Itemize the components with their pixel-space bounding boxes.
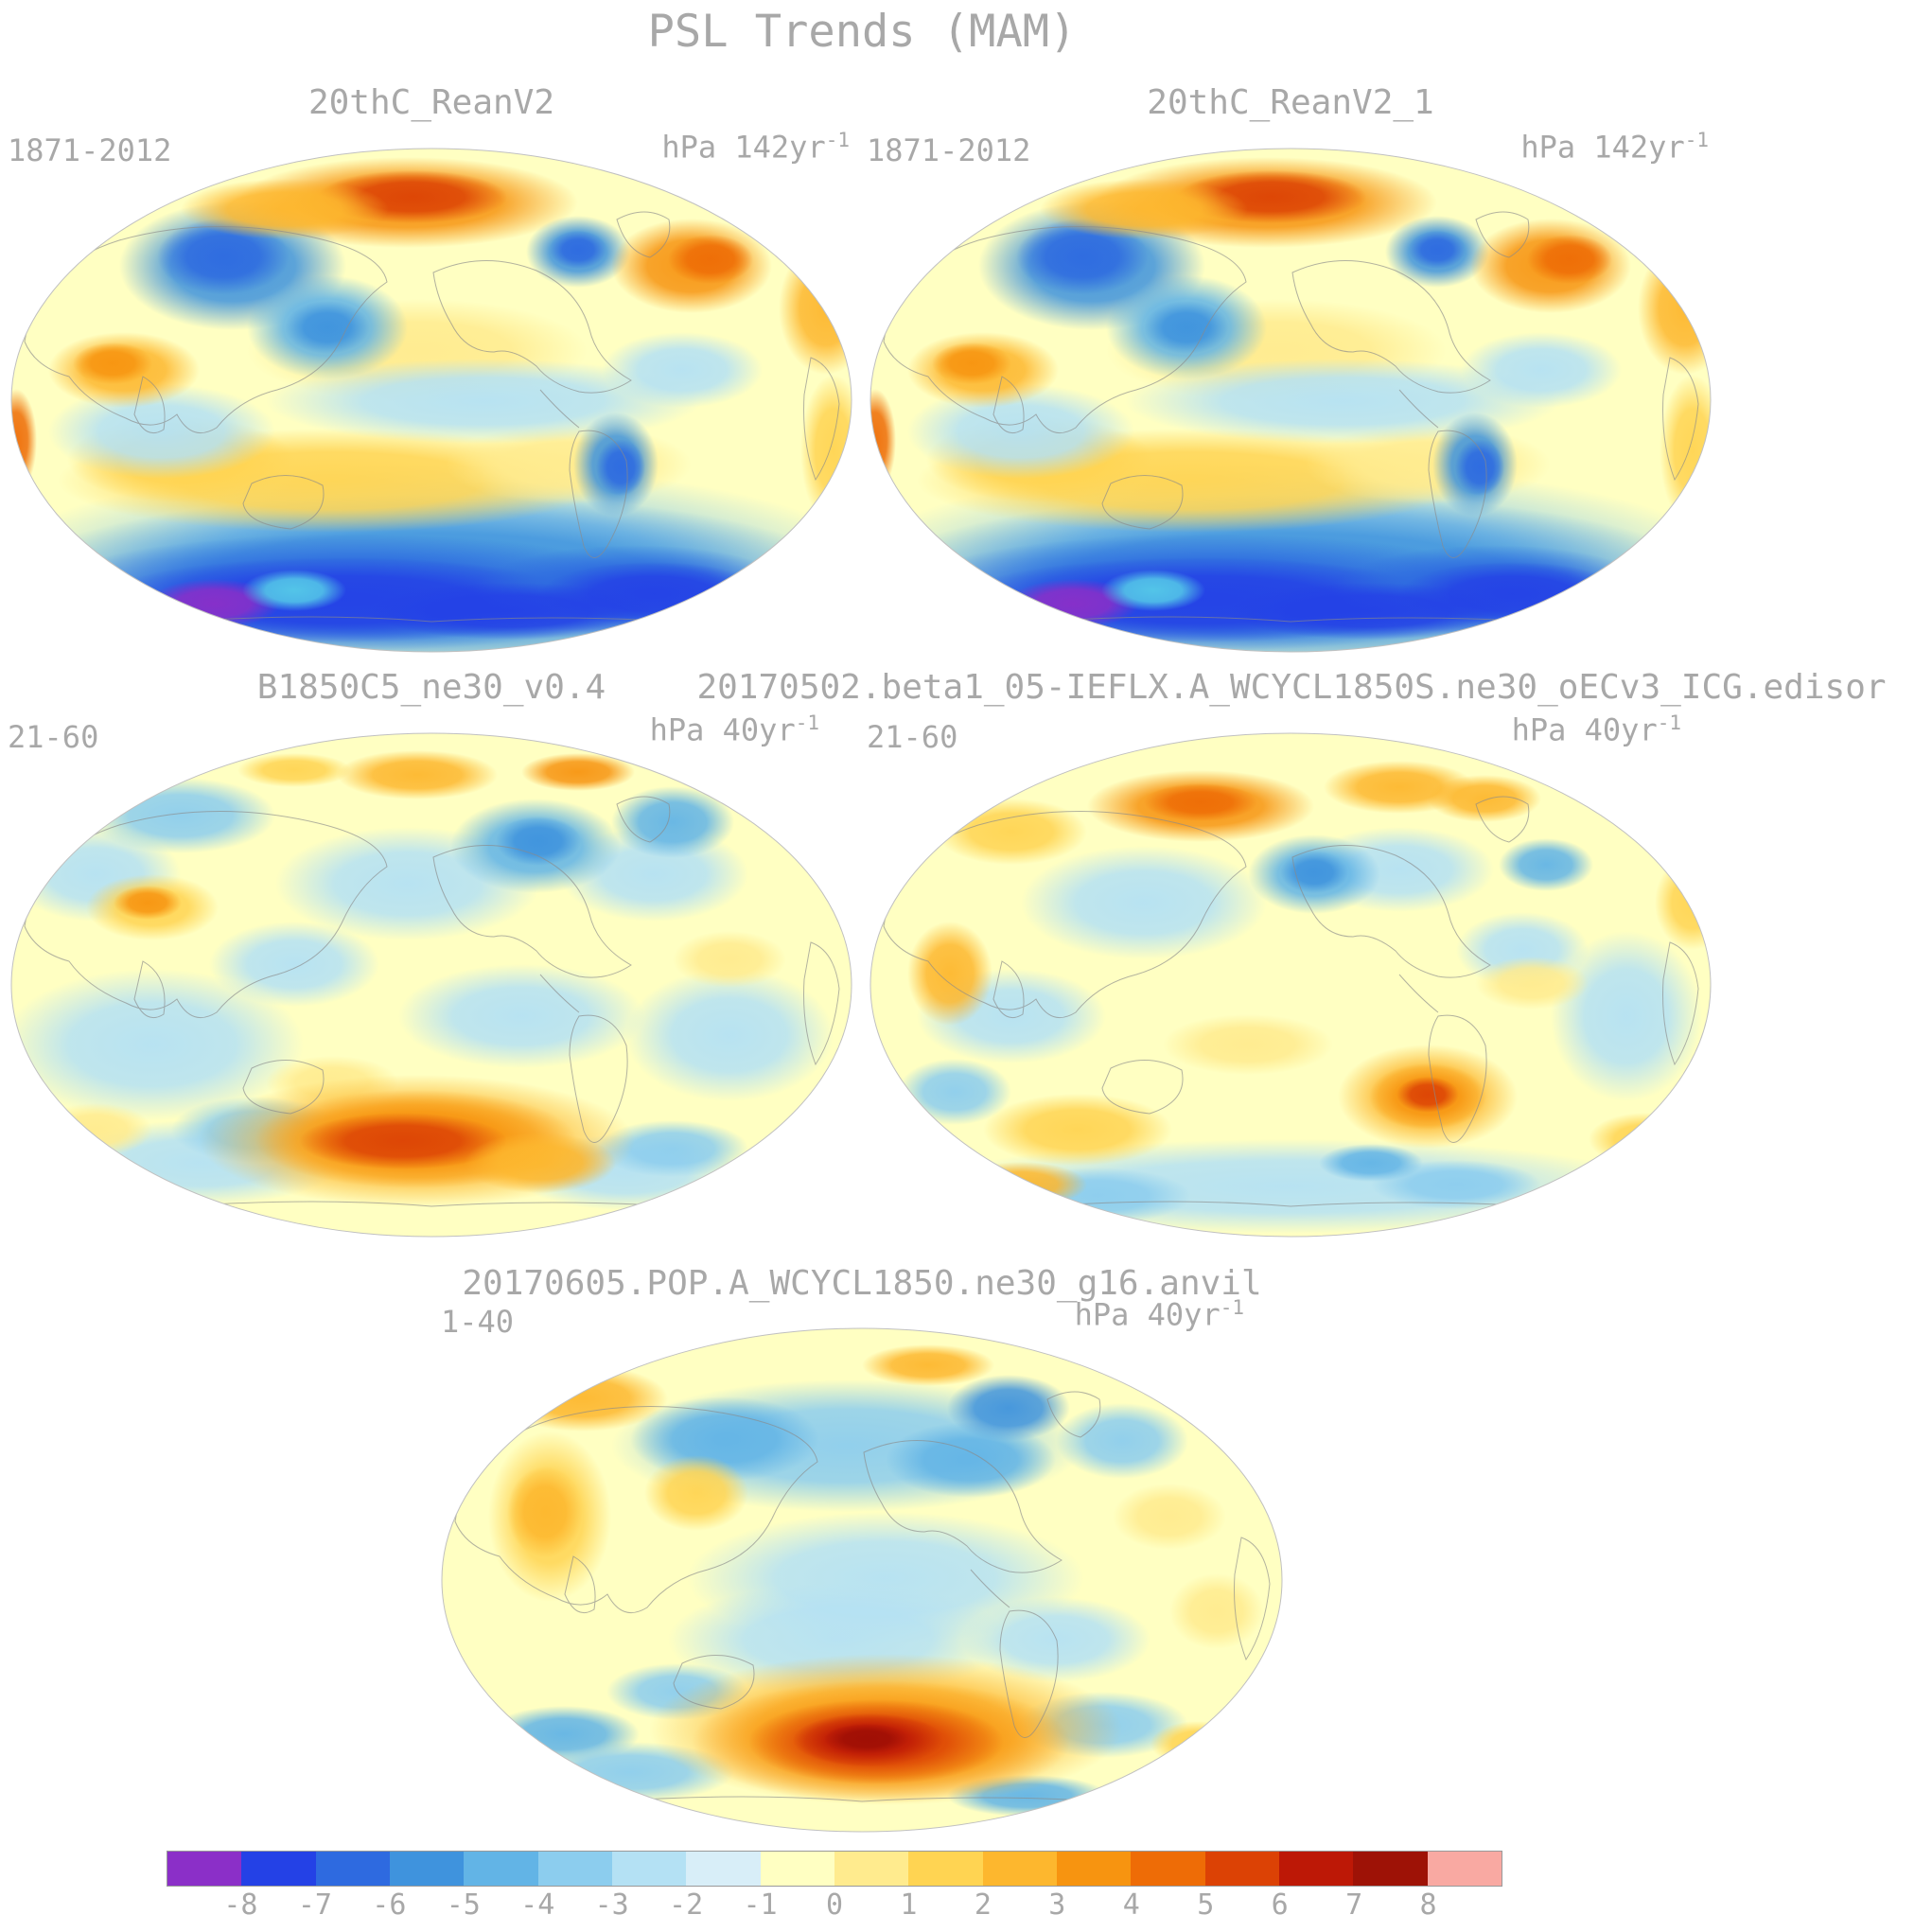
trend-map-edisor [869, 732, 1712, 1238]
colorbar-segment [908, 1852, 983, 1886]
units-exponent: -1 [1220, 1296, 1244, 1319]
units-text: hPa 142yr [661, 129, 826, 166]
panel-units-label: hPa 142yr-1 [471, 129, 850, 166]
colorbar-tick-label: 0 [825, 1888, 844, 1922]
colorbar-segment [167, 1852, 242, 1886]
panel-period-label: 1871-2012 [867, 132, 1031, 168]
colorbar-tick-label: -8 [223, 1888, 258, 1922]
colorbar-tick-label: -2 [669, 1888, 704, 1922]
colorbar-tick-labels: -8 -7 -6 -5 -4 -3 -2 -1 0 1 2 3 4 5 6 7 8 [167, 1888, 1502, 1926]
colorbar-segment [760, 1852, 834, 1886]
units-text: hPa 40yr [649, 711, 796, 748]
colorbar-segment [1427, 1852, 1502, 1886]
colorbar-segment [537, 1852, 612, 1886]
colorbar-segment [611, 1852, 687, 1886]
panel-units-label: hPa 40yr-1 [1303, 711, 1681, 748]
panel-period-label: 21-60 [867, 719, 958, 755]
colorbar-tick-label: 4 [1122, 1888, 1140, 1922]
units-text: hPa 40yr [1074, 1296, 1221, 1333]
colorbar-segment [464, 1852, 538, 1886]
colorbar-tick-label: 7 [1345, 1888, 1363, 1922]
colorbar-tick-label: -3 [594, 1888, 629, 1922]
colorbar-tick-label: -7 [297, 1888, 332, 1922]
colorbar-segment [1056, 1852, 1132, 1886]
figure-title: PSL Trends (MAM) [647, 6, 1077, 58]
units-text: hPa 40yr [1511, 711, 1658, 748]
panel-title: 20170502.beta1_05-IEFLX.A_WCYCL1850S.ne3… [696, 668, 1887, 707]
panel-period-label: 1-40 [441, 1304, 515, 1340]
panel-period-label: 21-60 [8, 719, 99, 755]
panel-units-label: hPa 40yr-1 [866, 1296, 1244, 1333]
colorbar-segment [1353, 1852, 1428, 1886]
panel-title: 20thC_ReanV2 [307, 83, 555, 122]
units-text: hPa 142yr [1520, 129, 1685, 166]
colorbar-tick-label: 8 [1419, 1888, 1437, 1922]
trend-map-20thC-ReanV2 [10, 148, 852, 653]
colorbar [167, 1851, 1502, 1887]
colorbar-tick-label: -6 [372, 1888, 407, 1922]
colorbar-tick-label: -4 [520, 1888, 555, 1922]
trend-map-B1850C5 [10, 732, 852, 1238]
colorbar-tick-label: 5 [1197, 1888, 1215, 1922]
colorbar-tick-label: 1 [900, 1888, 918, 1922]
colorbar-segment [982, 1852, 1057, 1886]
colorbar-tick-label: 6 [1271, 1888, 1289, 1922]
colorbar-tick-label: -1 [743, 1888, 778, 1922]
colorbar-segment [834, 1852, 909, 1886]
colorbar-segment [686, 1852, 761, 1886]
colorbar-tick-label: 3 [1048, 1888, 1066, 1922]
colorbar-tick-label: 2 [974, 1888, 992, 1922]
panel-period-label: 1871-2012 [8, 132, 172, 168]
colorbar-segment [1204, 1852, 1279, 1886]
trend-map-anvil [441, 1327, 1283, 1833]
panel-title: B1850C5_ne30_v0.4 [256, 668, 606, 707]
units-exponent: -1 [825, 129, 850, 151]
colorbar-segment [315, 1852, 390, 1886]
colorbar-segment [241, 1852, 316, 1886]
panel-title: 20thC_ReanV2_1 [1147, 83, 1434, 122]
units-exponent: -1 [1684, 129, 1709, 151]
units-exponent: -1 [1657, 711, 1681, 734]
trend-map-20thC-ReanV2-1 [869, 148, 1712, 653]
panel-title: 20170605.POP.A_WCYCL1850.ne30_g16.anvil [462, 1264, 1262, 1303]
colorbar-segment [389, 1852, 465, 1886]
colorbar-segment [1278, 1852, 1354, 1886]
colorbar-tick-label: -5 [446, 1888, 481, 1922]
colorbar-segment [1131, 1852, 1205, 1886]
panel-units-label: hPa 142yr-1 [1330, 129, 1709, 166]
panel-units-label: hPa 40yr-1 [441, 711, 819, 748]
units-exponent: -1 [795, 711, 819, 734]
